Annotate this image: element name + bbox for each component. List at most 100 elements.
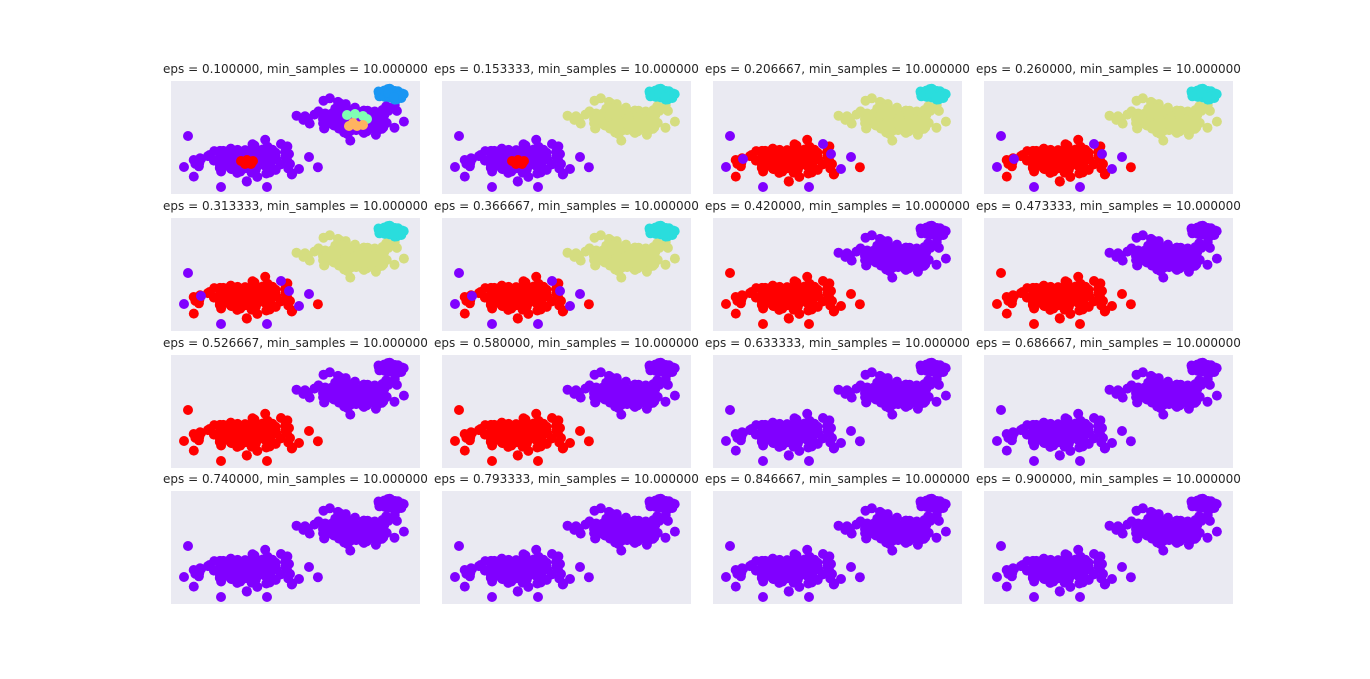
- scatter-point: [313, 380, 324, 391]
- scatter-point: [389, 532, 400, 543]
- scatter-point: [802, 134, 813, 145]
- scatter-point: [381, 511, 392, 522]
- scatter-point: [260, 544, 271, 555]
- scatter-point: [1054, 176, 1065, 187]
- scatter-point: [933, 379, 944, 390]
- scatter-point: [208, 565, 219, 576]
- scatter-point: [389, 366, 399, 377]
- scatter-point: [358, 120, 368, 130]
- scatter-point: [319, 123, 330, 134]
- scatter-point: [630, 395, 641, 406]
- scatter-points: [450, 220, 680, 329]
- scatter-point: [571, 111, 581, 122]
- scatter-point: [940, 253, 951, 264]
- scatter-point: [660, 366, 670, 377]
- scatter-point: [398, 253, 409, 264]
- scatter-point: [334, 121, 345, 131]
- scatter-point: [454, 405, 464, 415]
- scatter-point: [518, 549, 529, 560]
- scatter-point: [1202, 396, 1213, 407]
- scatter-point: [247, 139, 258, 150]
- scatter-point: [730, 445, 741, 456]
- scatter-point: [1065, 308, 1076, 319]
- scatter-point: [323, 114, 334, 125]
- scatter-point: [940, 116, 951, 127]
- scatter-point: [1075, 456, 1085, 466]
- scatter-point: [188, 565, 199, 575]
- scatter-point: [904, 386, 915, 397]
- scatter-point: [284, 286, 294, 296]
- scatter-point: [1001, 292, 1012, 302]
- scatter-point: [459, 308, 470, 319]
- scatter-point: [992, 299, 1002, 309]
- scatter-point: [1131, 95, 1142, 106]
- scatter-point: [523, 435, 533, 446]
- scatter-point: [652, 101, 663, 112]
- scatter-point: [528, 281, 539, 292]
- scatter-point: [318, 505, 329, 516]
- scatter-point: [312, 436, 323, 447]
- scatter-point: [183, 268, 193, 278]
- scatter-point: [370, 539, 381, 550]
- scatter-point: [216, 319, 226, 329]
- scatter-point: [1126, 243, 1137, 254]
- scatter-point: [486, 282, 496, 293]
- scatter-point: [215, 145, 225, 156]
- scatter-point: [1117, 426, 1127, 436]
- scatter-point: [883, 115, 894, 126]
- scatter-point: [1126, 106, 1137, 117]
- scatter-point: [262, 456, 272, 466]
- scatter-point: [389, 502, 399, 513]
- scatter-point: [1113, 248, 1123, 259]
- scatter-point: [1202, 366, 1212, 377]
- scatter-point: [854, 162, 865, 173]
- scatter-point: [1021, 155, 1032, 166]
- scatter-point: [487, 182, 497, 192]
- scatter-point: [252, 171, 263, 182]
- scatter-points: [179, 83, 409, 192]
- scatter-point: [1125, 436, 1136, 447]
- scatter-point: [372, 255, 383, 266]
- scatter-point: [633, 249, 644, 260]
- subplot-panel: eps = 0.153333, min_samples = 10.000000: [434, 62, 699, 194]
- scatter-point: [381, 238, 392, 249]
- scatter-point: [294, 164, 304, 174]
- scatter-point: [992, 436, 1002, 446]
- scatter-point: [590, 123, 601, 134]
- scatter-point: [247, 413, 258, 424]
- subplot-panel: eps = 0.260000, min_samples = 10.000000: [976, 62, 1241, 194]
- scatter-point: [730, 429, 741, 439]
- scatter-point: [669, 390, 680, 401]
- scatter-point: [812, 287, 823, 298]
- scatter-point: [738, 428, 748, 438]
- scatter-point: [669, 253, 680, 264]
- scatter-point: [1073, 134, 1084, 145]
- scatter-point: [300, 111, 310, 122]
- panel-title: eps = 0.686667, min_samples = 10.000000: [976, 336, 1241, 350]
- scatter-point: [342, 110, 352, 120]
- scatter-point: [260, 134, 271, 145]
- scatter-point: [623, 253, 634, 264]
- scatter-point: [1054, 450, 1065, 461]
- scatter-point: [660, 92, 670, 103]
- scatter-point: [652, 238, 663, 249]
- scatter-point: [594, 114, 605, 125]
- scatter-point: [379, 246, 390, 257]
- scatter-point: [643, 255, 654, 266]
- scatter-point: [270, 424, 281, 435]
- scatter-point: [1136, 388, 1147, 399]
- scatter-point: [1060, 139, 1071, 150]
- scatter-point: [807, 163, 818, 174]
- scatter-point: [1009, 291, 1019, 301]
- scatter-point: [536, 300, 547, 311]
- scatter-point: [901, 258, 912, 269]
- scatter-point: [789, 276, 800, 287]
- scatter-point: [583, 162, 594, 173]
- scatter-point: [252, 581, 263, 592]
- subplot-panel: eps = 0.686667, min_samples = 10.000000: [976, 336, 1241, 468]
- scatter-point: [196, 291, 206, 301]
- scatter-point: [389, 396, 400, 407]
- scatter-point: [497, 438, 508, 449]
- scatter-point: [359, 395, 370, 406]
- scatter-point: [262, 182, 272, 192]
